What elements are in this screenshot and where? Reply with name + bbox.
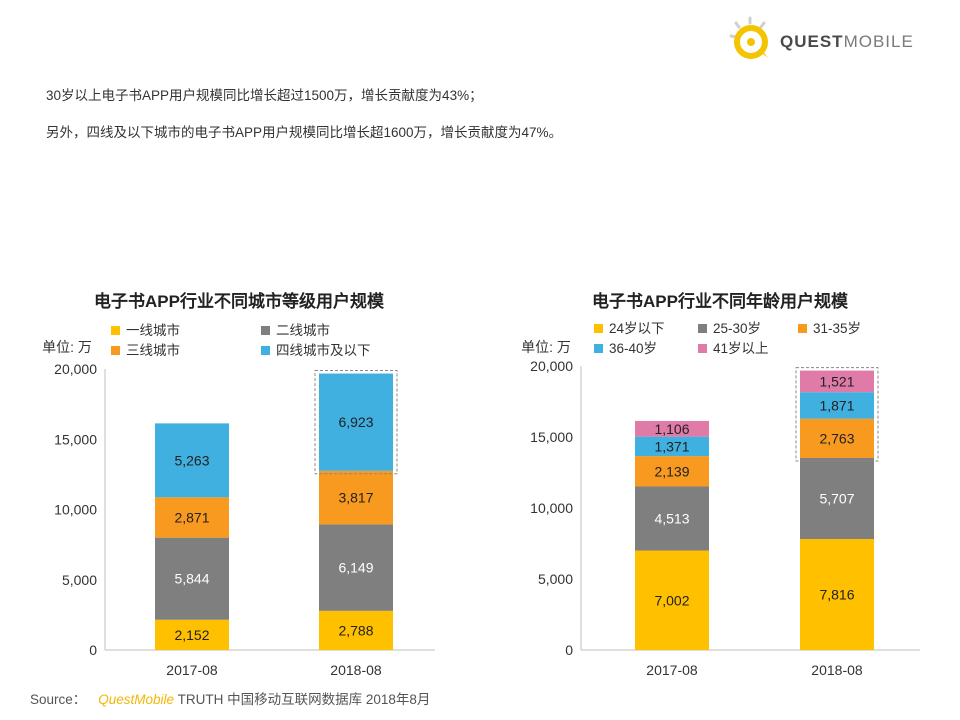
logo-mark-icon xyxy=(729,16,768,59)
age-group-chart: 电子书APP行业不同年龄用户规模单位: 万 24岁以下 25-30岁 31-35岁 36… xyxy=(498,280,928,690)
x-tick-label: 2017-08 xyxy=(646,662,698,678)
legend-label: 31-35岁 xyxy=(813,321,861,336)
x-tick-label: 2018-08 xyxy=(811,662,863,678)
bar-segment xyxy=(635,486,709,551)
logo-wordmark: QUESTMOBILE xyxy=(780,32,914,52)
bar-segment xyxy=(635,420,709,437)
bar-value-label: 5,707 xyxy=(819,490,854,506)
bar-value-label: 7,002 xyxy=(654,592,689,608)
bar-value-label: 1,521 xyxy=(819,373,854,389)
legend-swatch xyxy=(798,324,807,333)
y-tick-label: 15,000 xyxy=(54,431,97,447)
y-tick-label: 0 xyxy=(89,642,97,658)
y-tick-label: 20,000 xyxy=(530,358,573,374)
bar-value-label: 3,817 xyxy=(338,490,373,506)
bar-value-label: 2,152 xyxy=(174,627,209,643)
source-suffix: TRUTH 中国移动互联网数据库 2018年8月 xyxy=(177,692,431,707)
y-tick-label: 10,000 xyxy=(54,502,97,518)
y-tick-label: 15,000 xyxy=(530,429,573,445)
legend-label: 24岁以下 xyxy=(609,321,665,336)
bar-segment xyxy=(635,550,709,650)
bar-value-label: 6,923 xyxy=(338,414,373,430)
source-brand: QuestMobile xyxy=(98,692,175,707)
legend-swatch xyxy=(594,324,603,333)
bar-segment xyxy=(319,470,393,525)
legend-label: 41岁以上 xyxy=(713,341,769,356)
bar-segment xyxy=(800,457,874,540)
y-axis-unit-label: 单位: 万 xyxy=(42,339,92,355)
bar-value-label: 2,763 xyxy=(819,430,854,446)
legend-label: 三线城市 xyxy=(126,342,180,358)
x-tick-label: 2017-08 xyxy=(166,662,218,678)
bar-segment xyxy=(800,370,874,393)
y-tick-label: 5,000 xyxy=(538,571,573,587)
bar-segment xyxy=(155,423,229,498)
bar-segment xyxy=(155,497,229,538)
highlight-dashed-box xyxy=(314,370,398,475)
source-prefix: Source： xyxy=(30,692,87,707)
legend-label: 二线城市 xyxy=(276,322,330,338)
bar-value-label: 1,106 xyxy=(654,421,689,437)
bar-segment xyxy=(800,539,874,650)
bar-value-label: 7,816 xyxy=(819,587,854,603)
logo-word-mobile: MOBILE xyxy=(843,32,914,51)
highlight-dashed-box xyxy=(795,367,879,462)
legend-swatch xyxy=(111,346,120,355)
intro-line-1: 30岁以上电子书APP用户规模同比增长超过1500万，增长贡献度为43%； xyxy=(46,88,483,103)
questmobile-logo: QUESTMOBILE xyxy=(728,16,928,66)
legend-label: 36-40岁 xyxy=(609,341,657,356)
chart-title: 电子书APP行业不同年龄用户规模 xyxy=(592,291,849,311)
bar-value-label: 4,513 xyxy=(654,511,689,527)
chart-title: 电子书APP行业不同城市等级用户规模 xyxy=(94,291,385,311)
legend-label: 一线城市 xyxy=(126,322,180,338)
bar-value-label: 5,844 xyxy=(174,571,209,587)
bar-segment xyxy=(155,537,229,620)
bar-segment xyxy=(319,610,393,650)
legend-label: 25-30岁 xyxy=(713,321,761,336)
city-tier-chart: 电子书APP行业不同城市等级用户规模单位: 万 一线城市 二线城市三线城市 四线城市及… xyxy=(15,280,445,690)
bar-segment xyxy=(635,456,709,487)
bar-value-label: 6,149 xyxy=(338,560,373,576)
bar-segment xyxy=(319,373,393,471)
bar-segment xyxy=(635,436,709,457)
y-tick-label: 5,000 xyxy=(62,572,97,588)
bar-value-label: 1,871 xyxy=(819,397,854,413)
bar-value-label: 5,263 xyxy=(174,452,209,468)
intro-line-2: 另外，四线及以下城市的电子书APP用户规模同比增长超1600万，增长贡献度为47… xyxy=(46,125,563,140)
bar-value-label: 2,871 xyxy=(174,509,209,525)
bar-segment xyxy=(800,418,874,458)
legend-swatch xyxy=(698,324,707,333)
y-tick-label: 10,000 xyxy=(530,500,573,516)
bar-value-label: 1,371 xyxy=(654,438,689,454)
bar-segment xyxy=(319,524,393,611)
legend-swatch xyxy=(698,344,707,353)
legend-swatch xyxy=(261,346,270,355)
legend-swatch xyxy=(594,344,603,353)
source-note: Source： QuestMobile TRUTH 中国移动互联网数据库 2018… xyxy=(30,688,430,708)
bar-value-label: 2,139 xyxy=(654,463,689,479)
bar-value-label: 2,788 xyxy=(338,622,373,638)
logo-word-quest: QUEST xyxy=(780,32,844,51)
y-axis-unit-label: 单位: 万 xyxy=(521,339,571,355)
legend-swatch xyxy=(111,326,120,335)
legend-swatch xyxy=(261,326,270,335)
legend-label: 四线城市及以下 xyxy=(276,342,371,358)
bar-segment xyxy=(800,392,874,419)
x-tick-label: 2018-08 xyxy=(330,662,382,678)
y-tick-label: 20,000 xyxy=(54,361,97,377)
y-tick-label: 0 xyxy=(565,642,573,658)
bar-segment xyxy=(155,619,229,650)
